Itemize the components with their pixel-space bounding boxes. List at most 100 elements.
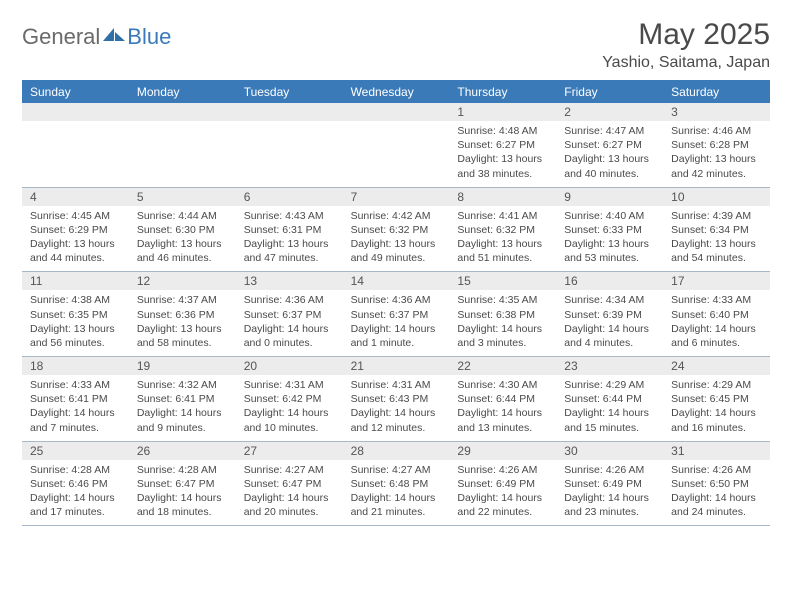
day-sunrise: Sunrise: 4:39 AM <box>671 209 762 223</box>
day-details: Sunrise: 4:42 AMSunset: 6:32 PMDaylight:… <box>343 206 450 272</box>
day-daylight1: Daylight: 13 hours <box>457 152 548 166</box>
day-daylight1: Daylight: 14 hours <box>671 322 762 336</box>
calendar-day-cell: 6Sunrise: 4:43 AMSunset: 6:31 PMDaylight… <box>236 188 343 272</box>
day-daylight1: Daylight: 14 hours <box>671 406 762 420</box>
day-number: 22 <box>449 357 556 375</box>
day-number: 2 <box>556 103 663 121</box>
day-daylight1: Daylight: 14 hours <box>30 491 121 505</box>
calendar-week-row: 25Sunrise: 4:28 AMSunset: 6:46 PMDayligh… <box>22 442 770 527</box>
calendar-day-cell: 10Sunrise: 4:39 AMSunset: 6:34 PMDayligh… <box>663 188 770 272</box>
day-daylight2: and 49 minutes. <box>351 251 442 265</box>
day-daylight1: Daylight: 14 hours <box>457 491 548 505</box>
day-number: 24 <box>663 357 770 375</box>
day-daylight2: and 10 minutes. <box>244 421 335 435</box>
day-details: Sunrise: 4:28 AMSunset: 6:47 PMDaylight:… <box>129 460 236 526</box>
calendar-week-row: 18Sunrise: 4:33 AMSunset: 6:41 PMDayligh… <box>22 357 770 442</box>
day-number <box>236 103 343 121</box>
logo-sail-icon <box>103 25 125 46</box>
day-daylight2: and 23 minutes. <box>564 505 655 519</box>
calendar-day-cell: 28Sunrise: 4:27 AMSunset: 6:48 PMDayligh… <box>343 442 450 526</box>
day-sunset: Sunset: 6:49 PM <box>564 477 655 491</box>
calendar-day-cell: 26Sunrise: 4:28 AMSunset: 6:47 PMDayligh… <box>129 442 236 526</box>
day-sunset: Sunset: 6:37 PM <box>351 308 442 322</box>
day-sunrise: Sunrise: 4:45 AM <box>30 209 121 223</box>
day-sunset: Sunset: 6:39 PM <box>564 308 655 322</box>
logo: General Blue <box>22 18 171 50</box>
day-sunset: Sunset: 6:34 PM <box>671 223 762 237</box>
day-daylight2: and 44 minutes. <box>30 251 121 265</box>
day-sunset: Sunset: 6:40 PM <box>671 308 762 322</box>
day-details: Sunrise: 4:33 AMSunset: 6:41 PMDaylight:… <box>22 375 129 441</box>
day-details: Sunrise: 4:27 AMSunset: 6:48 PMDaylight:… <box>343 460 450 526</box>
day-daylight2: and 24 minutes. <box>671 505 762 519</box>
day-sunset: Sunset: 6:29 PM <box>30 223 121 237</box>
day-sunrise: Sunrise: 4:29 AM <box>671 378 762 392</box>
weekday-header-row: Sunday Monday Tuesday Wednesday Thursday… <box>22 81 770 103</box>
calendar-day-cell: 7Sunrise: 4:42 AMSunset: 6:32 PMDaylight… <box>343 188 450 272</box>
day-sunrise: Sunrise: 4:31 AM <box>351 378 442 392</box>
day-number: 3 <box>663 103 770 121</box>
day-sunrise: Sunrise: 4:41 AM <box>457 209 548 223</box>
calendar-day-cell: 4Sunrise: 4:45 AMSunset: 6:29 PMDaylight… <box>22 188 129 272</box>
day-number: 5 <box>129 188 236 206</box>
day-number <box>22 103 129 121</box>
calendar: Sunday Monday Tuesday Wednesday Thursday… <box>22 80 770 526</box>
day-sunset: Sunset: 6:37 PM <box>244 308 335 322</box>
day-number: 1 <box>449 103 556 121</box>
calendar-day-cell: 29Sunrise: 4:26 AMSunset: 6:49 PMDayligh… <box>449 442 556 526</box>
calendar-day-cell: 1Sunrise: 4:48 AMSunset: 6:27 PMDaylight… <box>449 103 556 187</box>
calendar-day-cell: 19Sunrise: 4:32 AMSunset: 6:41 PMDayligh… <box>129 357 236 441</box>
day-daylight1: Daylight: 14 hours <box>351 491 442 505</box>
calendar-day-cell: 12Sunrise: 4:37 AMSunset: 6:36 PMDayligh… <box>129 272 236 356</box>
day-sunrise: Sunrise: 4:27 AM <box>244 463 335 477</box>
day-number: 16 <box>556 272 663 290</box>
day-daylight2: and 51 minutes. <box>457 251 548 265</box>
day-sunset: Sunset: 6:43 PM <box>351 392 442 406</box>
day-sunset: Sunset: 6:49 PM <box>457 477 548 491</box>
day-sunrise: Sunrise: 4:33 AM <box>671 293 762 307</box>
day-details: Sunrise: 4:41 AMSunset: 6:32 PMDaylight:… <box>449 206 556 272</box>
calendar-day-cell: 2Sunrise: 4:47 AMSunset: 6:27 PMDaylight… <box>556 103 663 187</box>
location: Yashio, Saitama, Japan <box>602 54 770 72</box>
day-daylight2: and 17 minutes. <box>30 505 121 519</box>
day-sunrise: Sunrise: 4:40 AM <box>564 209 655 223</box>
day-daylight1: Daylight: 14 hours <box>244 491 335 505</box>
day-sunset: Sunset: 6:28 PM <box>671 138 762 152</box>
day-number: 30 <box>556 442 663 460</box>
day-number: 10 <box>663 188 770 206</box>
day-daylight1: Daylight: 14 hours <box>137 491 228 505</box>
calendar-day-cell: 11Sunrise: 4:38 AMSunset: 6:35 PMDayligh… <box>22 272 129 356</box>
calendar-day-cell: 30Sunrise: 4:26 AMSunset: 6:49 PMDayligh… <box>556 442 663 526</box>
day-number: 15 <box>449 272 556 290</box>
day-details: Sunrise: 4:35 AMSunset: 6:38 PMDaylight:… <box>449 290 556 356</box>
calendar-day-cell: 27Sunrise: 4:27 AMSunset: 6:47 PMDayligh… <box>236 442 343 526</box>
day-details: Sunrise: 4:40 AMSunset: 6:33 PMDaylight:… <box>556 206 663 272</box>
day-daylight2: and 0 minutes. <box>244 336 335 350</box>
calendar-day-cell <box>236 103 343 187</box>
title-block: May 2025 Yashio, Saitama, Japan <box>602 18 770 72</box>
day-details: Sunrise: 4:47 AMSunset: 6:27 PMDaylight:… <box>556 121 663 187</box>
day-number: 11 <box>22 272 129 290</box>
day-sunrise: Sunrise: 4:37 AM <box>137 293 228 307</box>
weekday-header: Monday <box>129 81 236 103</box>
day-sunset: Sunset: 6:36 PM <box>137 308 228 322</box>
day-daylight1: Daylight: 14 hours <box>351 322 442 336</box>
day-number: 13 <box>236 272 343 290</box>
calendar-day-cell: 22Sunrise: 4:30 AMSunset: 6:44 PMDayligh… <box>449 357 556 441</box>
day-details: Sunrise: 4:37 AMSunset: 6:36 PMDaylight:… <box>129 290 236 356</box>
day-number: 14 <box>343 272 450 290</box>
calendar-week-row: 4Sunrise: 4:45 AMSunset: 6:29 PMDaylight… <box>22 188 770 273</box>
day-sunrise: Sunrise: 4:27 AM <box>351 463 442 477</box>
day-daylight1: Daylight: 14 hours <box>671 491 762 505</box>
day-sunrise: Sunrise: 4:35 AM <box>457 293 548 307</box>
day-sunset: Sunset: 6:47 PM <box>244 477 335 491</box>
weekday-header: Friday <box>556 81 663 103</box>
day-daylight2: and 58 minutes. <box>137 336 228 350</box>
day-sunset: Sunset: 6:41 PM <box>137 392 228 406</box>
day-details <box>236 121 343 183</box>
calendar-day-cell: 16Sunrise: 4:34 AMSunset: 6:39 PMDayligh… <box>556 272 663 356</box>
calendar-day-cell: 9Sunrise: 4:40 AMSunset: 6:33 PMDaylight… <box>556 188 663 272</box>
day-sunrise: Sunrise: 4:36 AM <box>244 293 335 307</box>
day-sunrise: Sunrise: 4:43 AM <box>244 209 335 223</box>
day-details: Sunrise: 4:38 AMSunset: 6:35 PMDaylight:… <box>22 290 129 356</box>
